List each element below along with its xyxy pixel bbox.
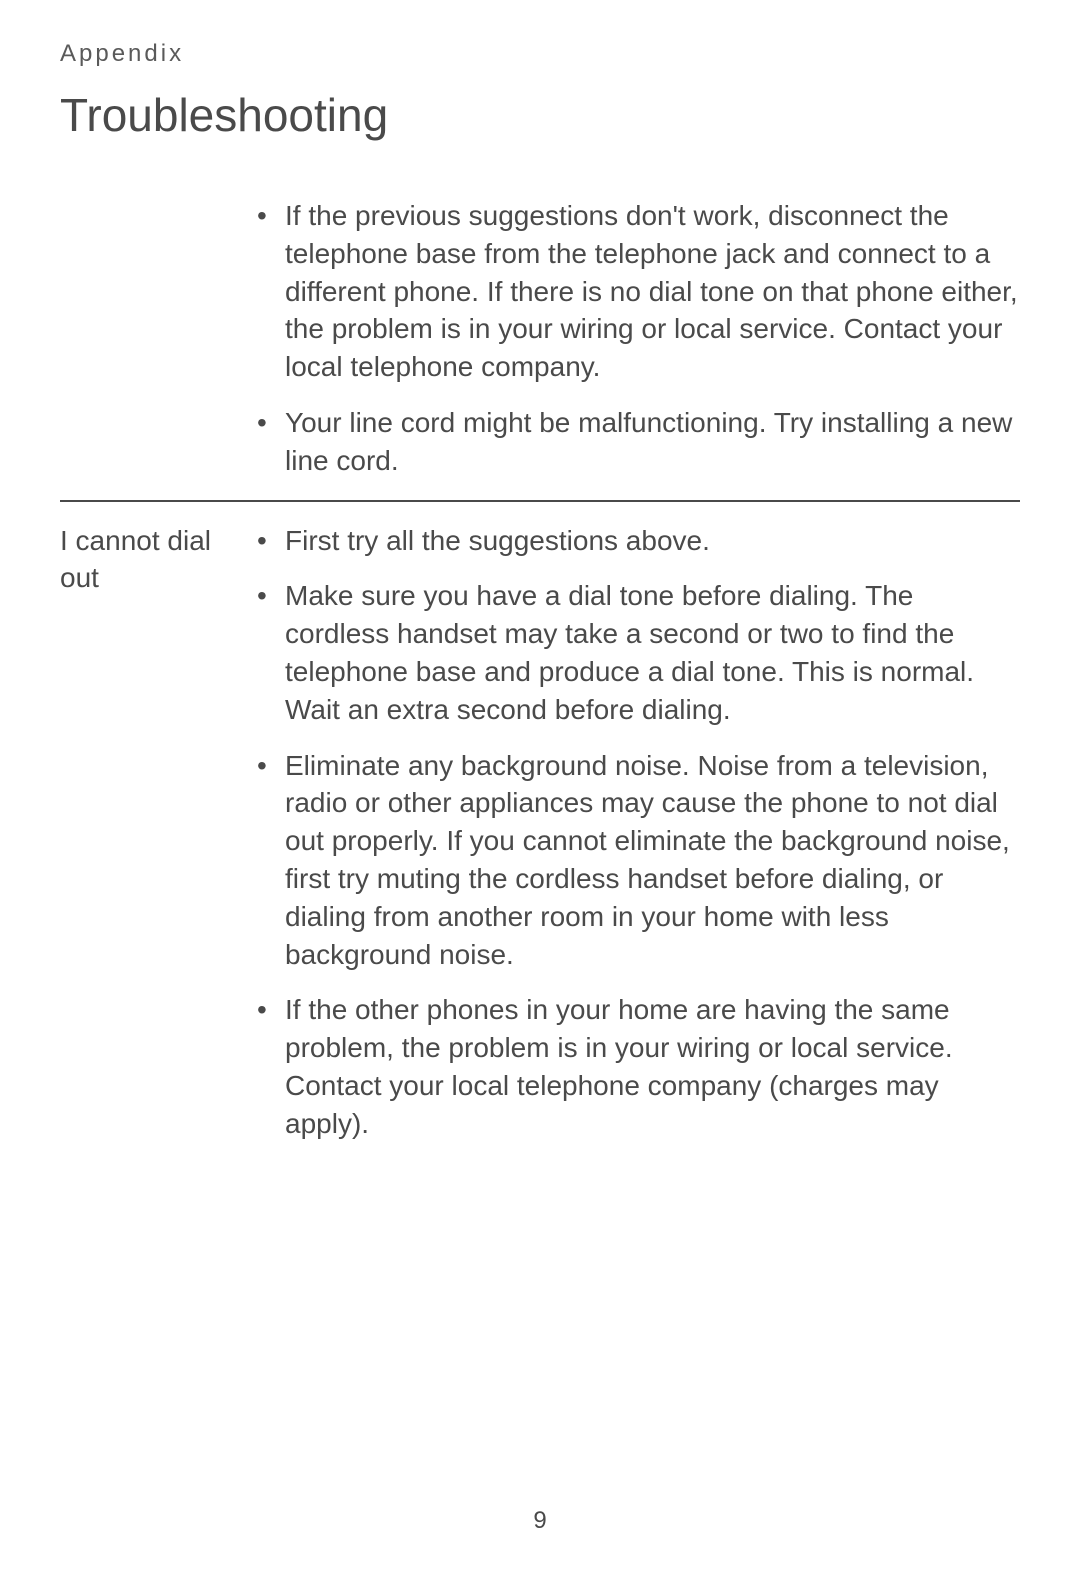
bullet-icon: • [255, 747, 285, 974]
troubleshooting-section-cannot-dial: I cannot dial out • First try all the su… [60, 500, 1020, 1163]
suggestion-text: First try all the suggestions above. [285, 522, 1020, 560]
suggestion-text: If the other phones in your home are hav… [285, 991, 1020, 1142]
bullet-icon: • [255, 991, 285, 1142]
bullet-icon: • [255, 522, 285, 560]
suggestion-text: Make sure you have a dial tone before di… [285, 577, 1020, 728]
list-item: • Your line cord might be malfunctioning… [255, 404, 1020, 480]
problem-label: I cannot dial out [60, 522, 255, 1143]
problem-label [60, 197, 255, 480]
suggestion-text: Eliminate any background noise. Noise fr… [285, 747, 1020, 974]
bullet-icon: • [255, 404, 285, 480]
page-title: Troubleshooting [60, 88, 1020, 142]
troubleshooting-section-continued: • If the previous suggestions don't work… [60, 177, 1020, 500]
suggestions-list: • First try all the suggestions above. •… [255, 522, 1020, 1143]
list-item: • First try all the suggestions above. [255, 522, 1020, 560]
bullet-icon: • [255, 577, 285, 728]
list-item: • If the previous suggestions don't work… [255, 197, 1020, 386]
page-number: 9 [0, 1507, 1080, 1535]
suggestion-text: Your line cord might be malfunctioning. … [285, 404, 1020, 480]
suggestion-text: If the previous suggestions don't work, … [285, 197, 1020, 386]
list-item: • Eliminate any background noise. Noise … [255, 747, 1020, 974]
list-item: • If the other phones in your home are h… [255, 991, 1020, 1142]
suggestions-list: • If the previous suggestions don't work… [255, 197, 1020, 480]
bullet-icon: • [255, 197, 285, 386]
list-item: • Make sure you have a dial tone before … [255, 577, 1020, 728]
section-header: Appendix [60, 40, 1020, 68]
